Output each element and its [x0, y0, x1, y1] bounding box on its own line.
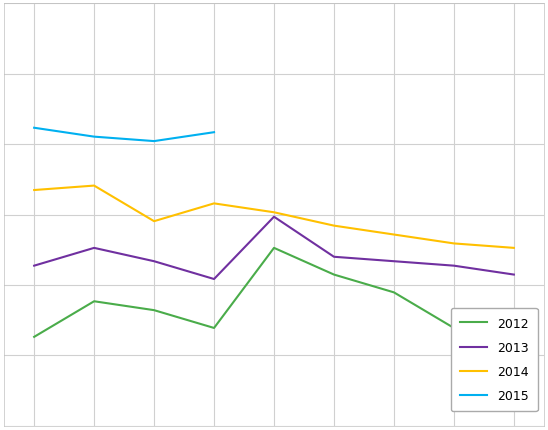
2012 [450, 326, 457, 331]
2012 [391, 290, 397, 295]
2013 [211, 277, 218, 282]
2013 [151, 259, 157, 264]
2014 [151, 219, 157, 224]
2012 [91, 299, 98, 304]
Line: 2013: 2013 [34, 217, 514, 280]
Line: 2014: 2014 [34, 186, 514, 248]
2012 [330, 272, 337, 277]
2015 [91, 135, 98, 140]
Legend: 2012, 2013, 2014, 2015: 2012, 2013, 2014, 2015 [451, 308, 538, 411]
2015 [31, 126, 37, 131]
Line: 2012: 2012 [34, 248, 514, 337]
2013 [91, 246, 98, 251]
2015 [211, 130, 218, 135]
2013 [391, 259, 397, 264]
2013 [450, 264, 457, 269]
2014 [211, 201, 218, 206]
2014 [391, 232, 397, 237]
2012 [31, 335, 37, 340]
2014 [31, 188, 37, 193]
2014 [450, 241, 457, 246]
2014 [511, 246, 517, 251]
2013 [271, 215, 277, 220]
2014 [91, 184, 98, 189]
2012 [271, 246, 277, 251]
2012 [511, 330, 517, 335]
2012 [211, 326, 218, 331]
Line: 2015: 2015 [34, 129, 214, 142]
2014 [330, 224, 337, 229]
2013 [511, 272, 517, 277]
2013 [330, 255, 337, 260]
2012 [151, 308, 157, 313]
2013 [31, 264, 37, 269]
2014 [271, 210, 277, 215]
2015 [151, 139, 157, 144]
